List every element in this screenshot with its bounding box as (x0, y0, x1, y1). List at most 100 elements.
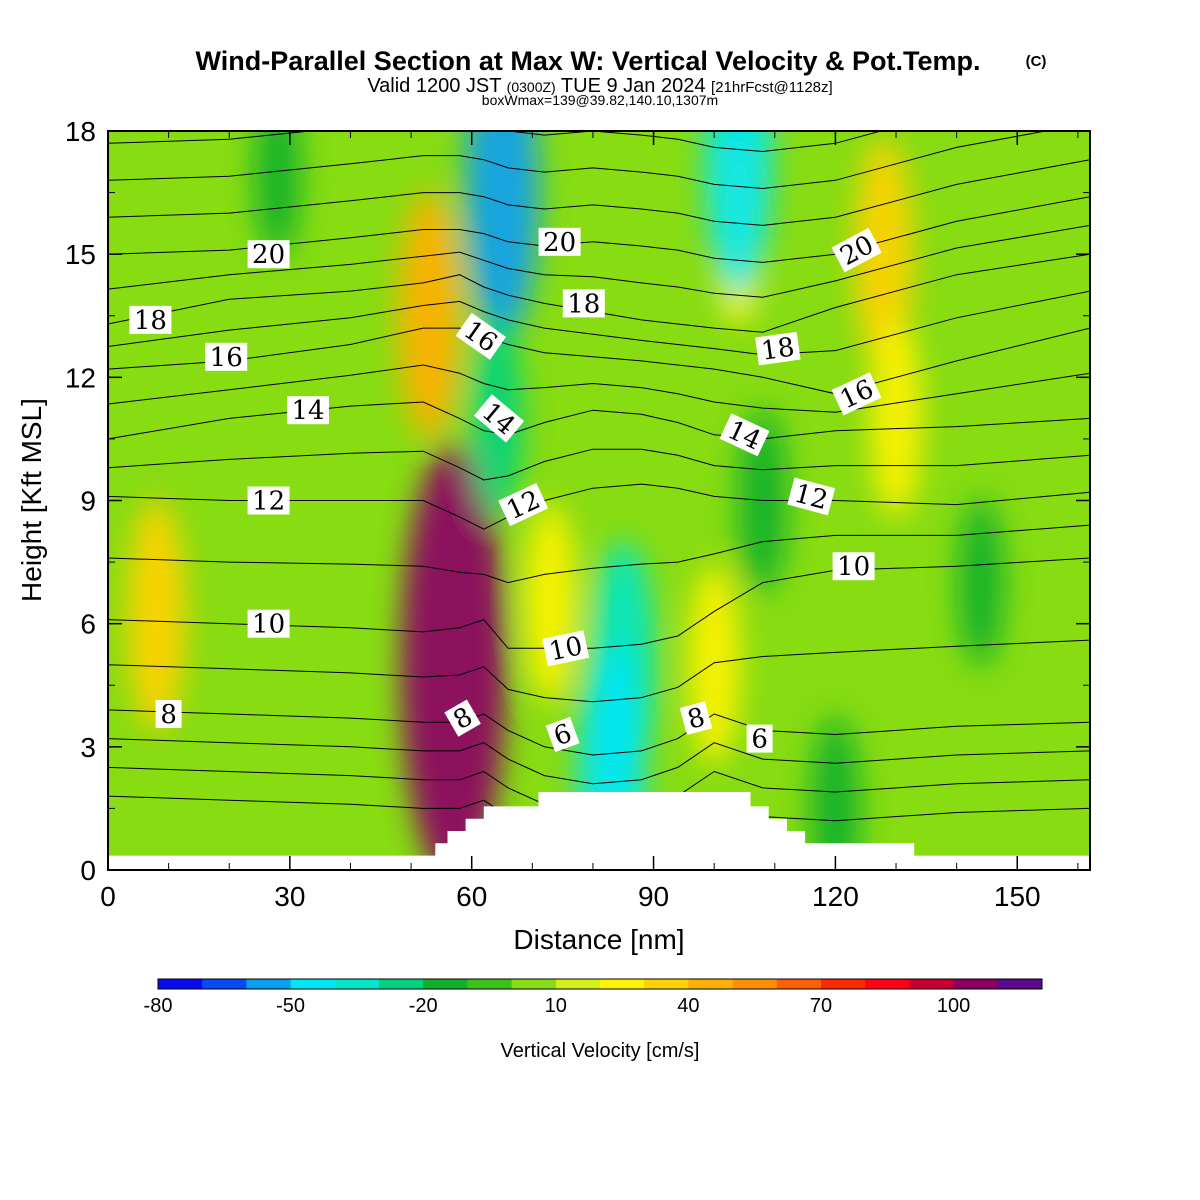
colorbar-tick-label: 10 (545, 995, 567, 1017)
theta-label-box (205, 342, 248, 371)
theta-label-box (287, 396, 329, 425)
theta-contour-label: 14 (287, 396, 329, 426)
y-tick-label: 18 (65, 116, 96, 147)
axes: 0 30 60 90 120 150 0 3 6 9 12 15 18 (65, 116, 1090, 912)
colorbar-swatch (732, 979, 778, 989)
theta-label-box (444, 699, 481, 737)
y-tick-label: 15 (65, 239, 96, 270)
valid-prefix: Valid 1200 JST (367, 75, 501, 97)
forecast-info: [21hrFcst@1128z] (711, 79, 833, 96)
colorbar-tick-label: 100 (937, 995, 970, 1017)
theta-contour-label: 18 (755, 331, 801, 367)
theta-contour-label: 20 (247, 240, 290, 270)
theta-contour (108, 448, 1090, 481)
theta-label-text: 20 (543, 228, 576, 258)
theta-contour-label: 16 (205, 342, 248, 373)
colorbar-swatch (909, 979, 955, 989)
colorbar-swatch (290, 979, 336, 989)
downdraft-cell (254, 131, 301, 257)
theta-label-text: 18 (759, 332, 796, 366)
theta-label-box (545, 716, 580, 753)
colorbar-swatch (776, 979, 822, 989)
theta-contour-label: 10 (247, 609, 290, 640)
theta-label-text: 14 (291, 396, 324, 426)
chart-subtitle: Valid 1200 JST (0300Z) TUE 9 Jan 2024 [2… (367, 75, 832, 97)
colorbar-swatch (865, 979, 910, 989)
theta-contour-label: 12 (247, 486, 290, 517)
colorbar-swatch (158, 979, 203, 989)
theta-contour (108, 639, 1090, 703)
colorbar-tick-label: -20 (409, 995, 438, 1017)
terrain-mask (108, 792, 1090, 870)
theta-label-text: 16 (210, 343, 243, 373)
theta-label-text: 8 (684, 702, 708, 735)
theta-label-box (129, 305, 172, 334)
colorbar-swatch (334, 979, 380, 989)
theta-contour (108, 131, 1049, 190)
downdraft-cell (464, 131, 540, 341)
theta-contour-label: 10 (542, 630, 590, 667)
updraft-cell (126, 499, 187, 732)
theta-label-text: 8 (160, 700, 177, 730)
theta-label-text: 18 (134, 306, 167, 336)
colorbar-frame (157, 978, 1043, 990)
colorbar-swatch (997, 979, 1043, 989)
x-tick-label: 120 (812, 881, 859, 912)
theta-contour (108, 738, 1090, 785)
theta-label-box (755, 331, 801, 366)
theta-label-text: 18 (567, 289, 600, 319)
theta-contour-label: 18 (129, 305, 172, 336)
y-tick-label: 9 (80, 486, 96, 517)
theta-contour (108, 327, 1090, 395)
colorbar: -80 -50 -20 10 40 70 100 (144, 978, 1043, 1017)
downdraft-cell (957, 498, 1005, 667)
y-tick-label: 3 (80, 732, 96, 763)
theta-contour (108, 224, 1090, 298)
updraft-cell (853, 138, 915, 371)
colorbar-swatch (379, 979, 424, 989)
theta-contour-label: 18 (562, 289, 605, 319)
theta-contour (108, 401, 1090, 440)
colorbar-swatch (953, 979, 999, 989)
updraft-cell (400, 444, 507, 870)
colorbar-title: Vertical Velocity [cm/s] (501, 1040, 700, 1062)
theta-label-text: 12 (252, 487, 285, 517)
colorbar-swatch (246, 979, 292, 989)
colorbar-swatch (821, 979, 866, 989)
theta-contour (108, 709, 1090, 756)
copyright-mark: (C) (1026, 53, 1047, 70)
theta-label-box (832, 552, 875, 581)
downdraft-cell (704, 131, 773, 296)
colorbar-tick-label: 40 (677, 995, 699, 1017)
theta-label-text: 10 (252, 610, 285, 640)
theta-contour (108, 364, 1090, 413)
theta-contour (108, 159, 1090, 226)
chart-title: Wind-Parallel Section at Max W: Vertical… (196, 46, 981, 76)
theta-label-box (787, 477, 836, 516)
theta-label-box (155, 700, 182, 728)
colorbar-swatch (600, 979, 645, 989)
y-tick-label: 0 (80, 855, 96, 886)
theta-label-box (538, 227, 581, 256)
downdraft-cell (810, 716, 861, 870)
theta-contour-label: 8 (155, 700, 182, 730)
colorbar-swatch (644, 979, 689, 989)
theta-label-box (498, 483, 549, 527)
y-axis-title: Height [Kft MSL] (16, 398, 47, 602)
theta-label-box (562, 289, 605, 318)
x-tick-label: 0 (100, 881, 116, 912)
theta-label-box (455, 312, 507, 360)
theta-contour (108, 524, 1090, 584)
x-axis-title: Distance [nm] (513, 924, 684, 955)
theta-label-box (247, 240, 290, 269)
theta-label-text: 10 (837, 552, 870, 582)
theta-label-box (831, 227, 882, 273)
theta-contour-label: 10 (832, 552, 875, 582)
x-tick-label: 30 (274, 881, 305, 912)
theta-contour-label: 6 (746, 724, 773, 755)
colorbar-tick-label: 70 (810, 995, 832, 1017)
x-tick-label: 90 (638, 881, 669, 912)
theta-label-text: 20 (252, 240, 285, 270)
